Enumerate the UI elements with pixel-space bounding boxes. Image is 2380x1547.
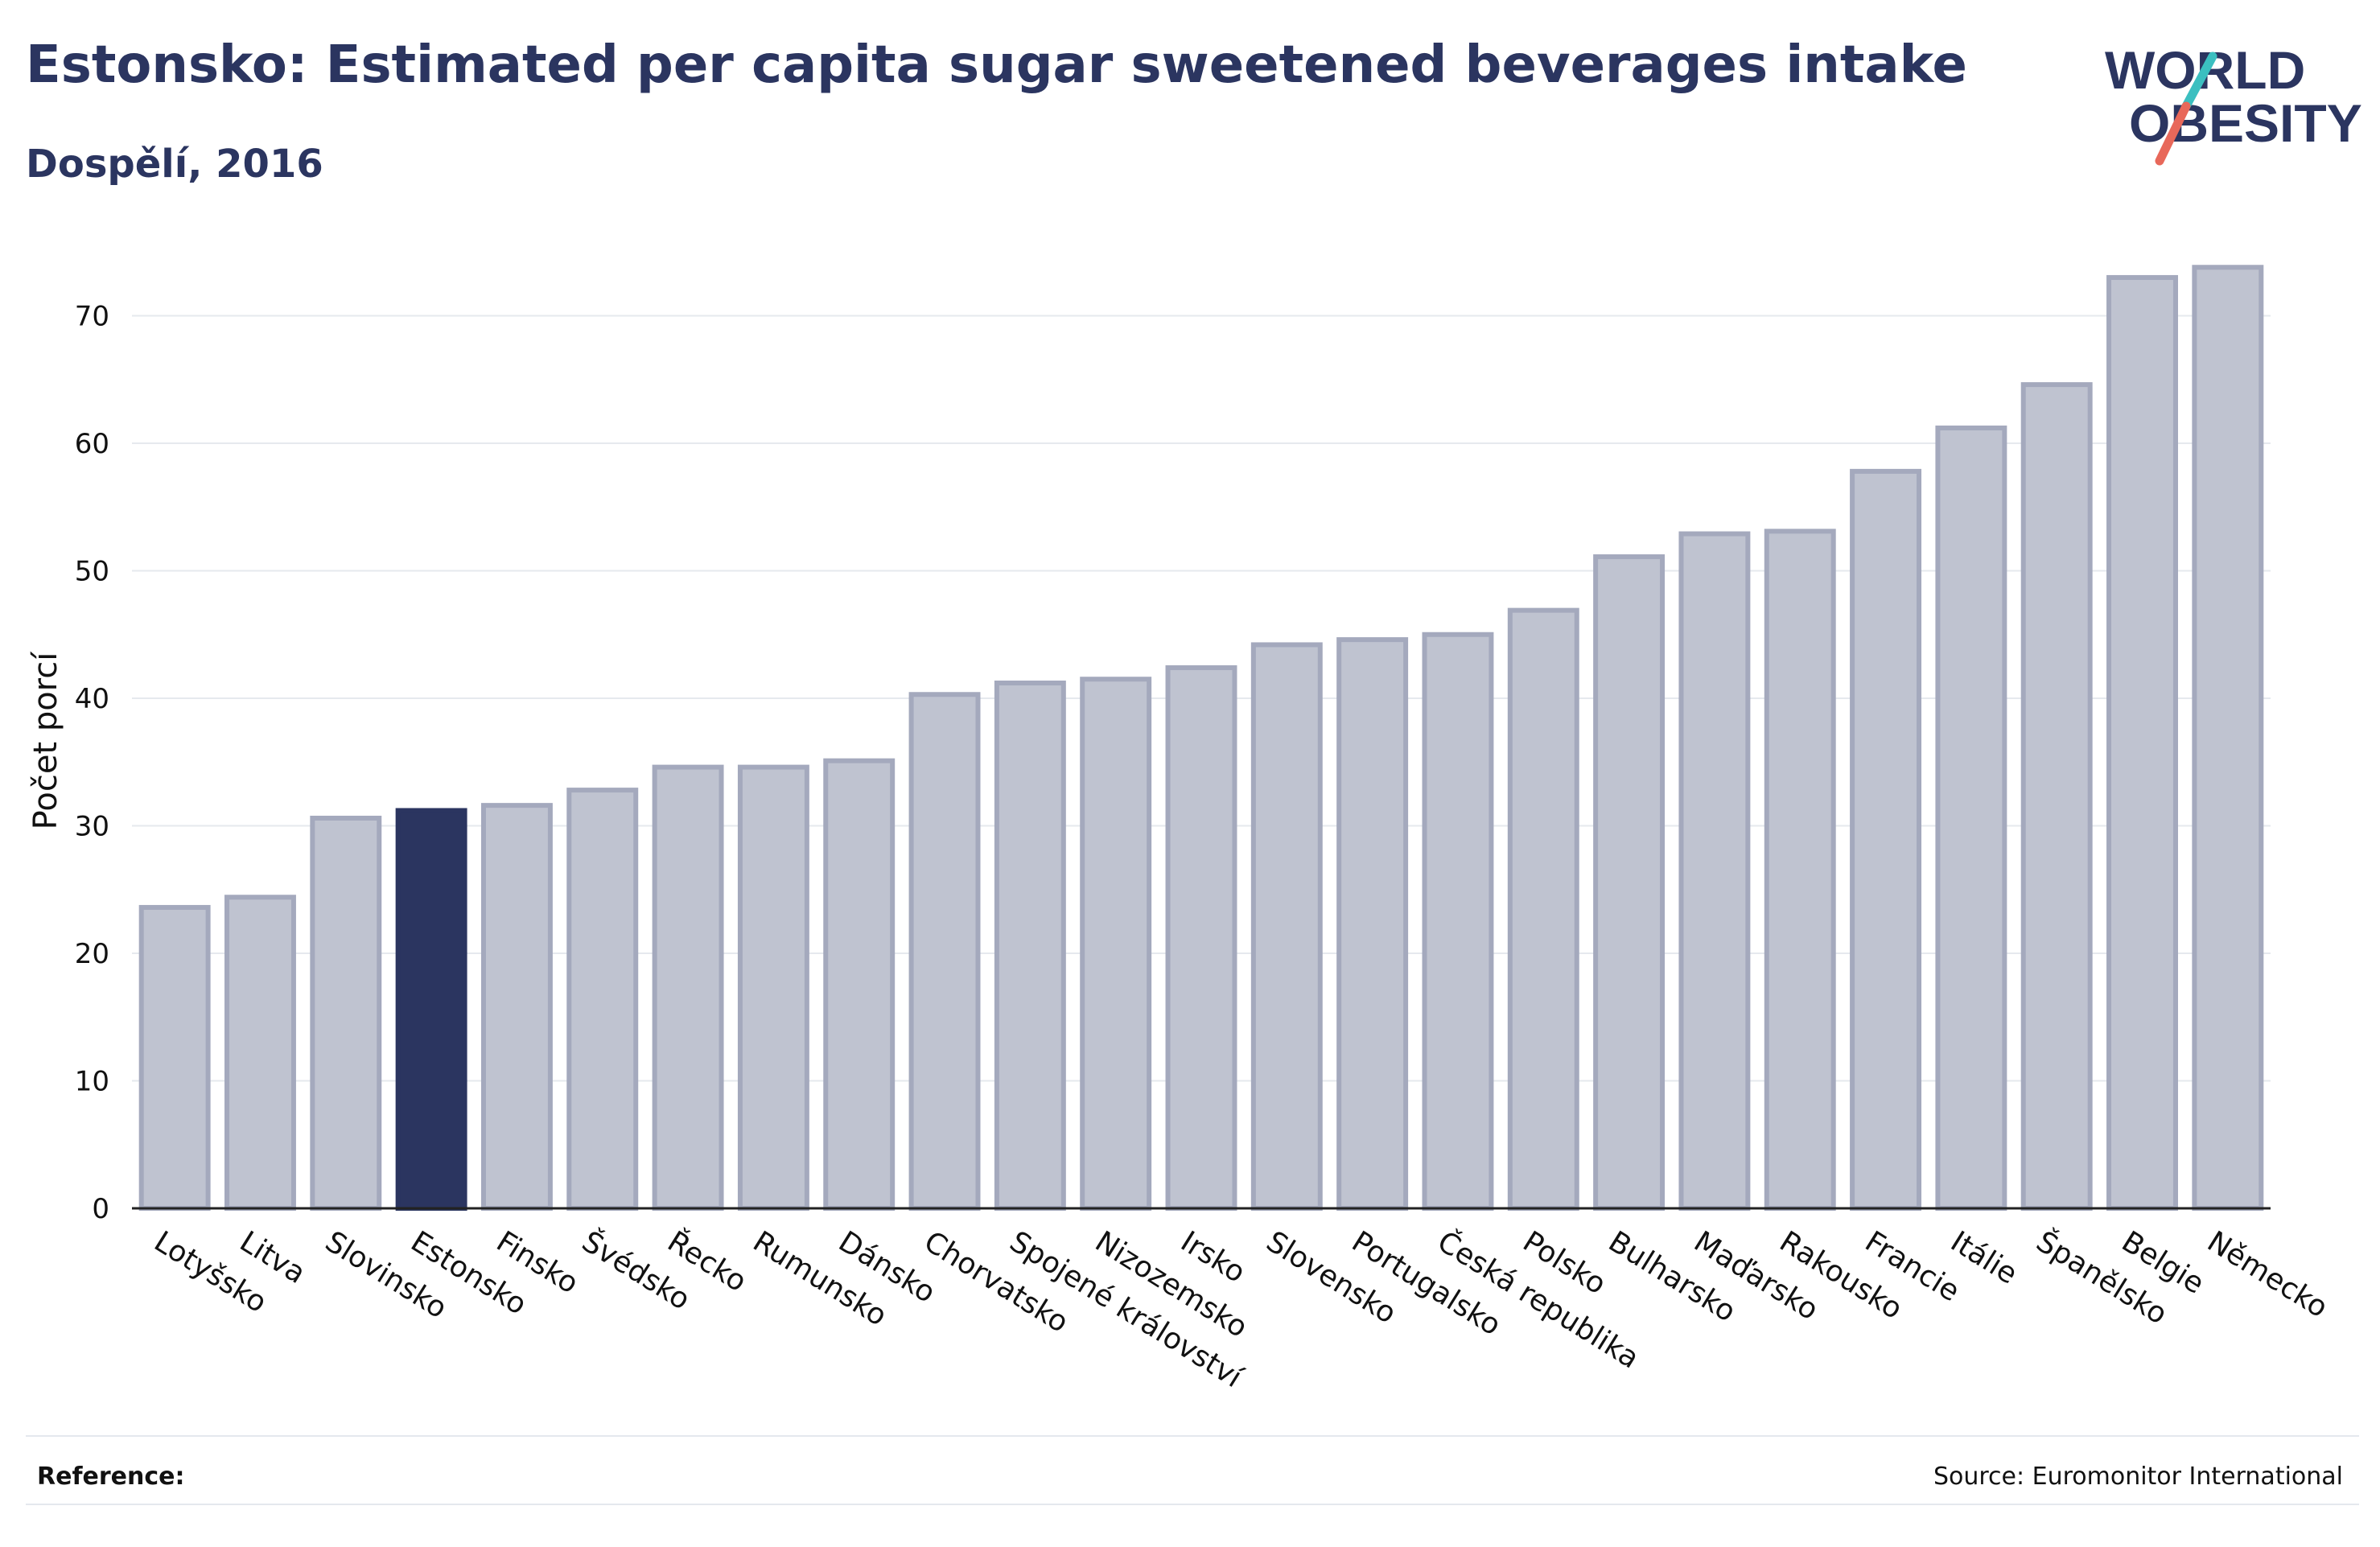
bar: [1935, 425, 2007, 1211]
y-tick-label: 10: [75, 1066, 109, 1098]
y-tick-label: 50: [75, 556, 109, 588]
bar: [138, 904, 211, 1211]
bar: [2106, 274, 2178, 1212]
y-axis-label: Počet porcí: [27, 651, 64, 830]
reference-label: Reference:: [37, 1463, 185, 1491]
y-tick-label: 20: [75, 938, 109, 970]
bar: [908, 692, 981, 1211]
bar: [310, 815, 382, 1211]
y-tick-label: 30: [75, 811, 109, 843]
source-text: Source: Euromonitor International: [1933, 1463, 2343, 1491]
y-tick-label: 40: [75, 683, 109, 715]
bar: [1764, 529, 1836, 1211]
y-tick-label: 70: [75, 301, 109, 333]
chart-title: Estonsko: Estimated per capita sugar swe…: [26, 35, 1967, 95]
bar: [823, 758, 896, 1211]
bar: [1165, 664, 1237, 1211]
bar: [1080, 677, 1152, 1211]
bar: [1336, 637, 1409, 1211]
bar: [2020, 382, 2093, 1211]
logo-slash-red: [2155, 101, 2191, 166]
bar: [737, 764, 809, 1211]
bar: [224, 895, 296, 1211]
bar: [994, 680, 1066, 1211]
x-tick-label: Německo: [2201, 1225, 2333, 1325]
bar: [1593, 554, 1666, 1211]
chart-subtitle: Dospělí, 2016: [26, 142, 323, 187]
bar: [2192, 265, 2264, 1211]
footer-divider-top: [26, 1435, 2359, 1437]
y-tick-label: 60: [75, 428, 109, 460]
bar: [1507, 607, 1579, 1211]
bar: [1422, 632, 1494, 1211]
y-tick-label: 0: [92, 1193, 109, 1225]
bar: [566, 788, 639, 1211]
bar-highlight: [395, 808, 467, 1211]
bar: [480, 803, 553, 1211]
bar: [652, 764, 724, 1211]
world-obesity-logo: WORLD OBESITY: [2105, 40, 2362, 166]
bar: [1678, 531, 1751, 1211]
logo-slash-teal: [2181, 51, 2217, 111]
bar: [1850, 468, 1922, 1211]
footer-divider-bottom: [26, 1504, 2359, 1505]
bar: [1250, 642, 1323, 1211]
